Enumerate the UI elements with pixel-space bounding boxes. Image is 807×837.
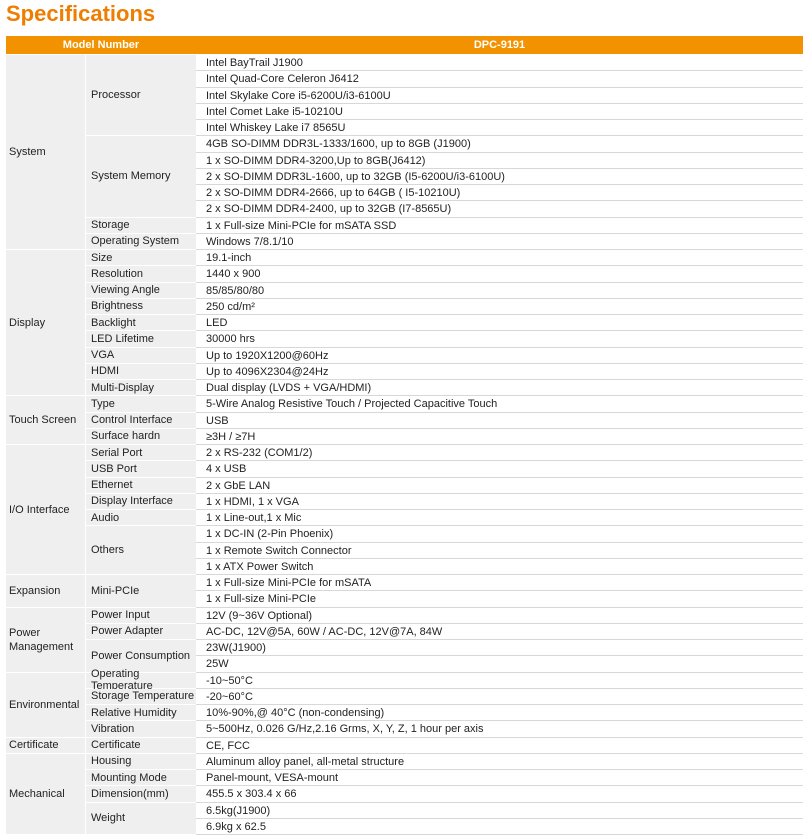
title: Specifications (6, 1, 156, 26)
value: CE, FCC (196, 738, 803, 754)
value: 1 x Line-out,1 x Mic (196, 510, 803, 527)
value: Intel Quad-Core Celeron J6412 (196, 71, 803, 88)
label: Surface hardn (86, 428, 196, 445)
value: ≥3H / ≥7H (196, 429, 803, 445)
value: 23W(J1900) (196, 640, 803, 657)
label: Housing (86, 753, 196, 770)
value: 1 x HDMI, 1 x VGA (196, 494, 803, 510)
category: Certificate (6, 737, 86, 754)
table-header: Model Number DPC-9191 (6, 36, 803, 54)
label: Certificate (86, 737, 196, 754)
value: 19.1-inch (196, 250, 803, 267)
value: AC-DC, 12V@5A, 60W / AC-DC, 12V@7A, 84W (196, 624, 803, 640)
value: USB (196, 413, 803, 429)
label: Weight (86, 802, 196, 835)
value: 5-Wire Analog Resistive Touch / Projecte… (196, 396, 803, 413)
label: Audio (86, 510, 196, 527)
value: LED (196, 315, 803, 332)
value: 1 x Remote Switch Connector (196, 543, 803, 559)
label: LED Lifetime (86, 331, 196, 348)
value: Aluminum alloy panel, all-metal structur… (196, 754, 803, 770)
value: Up to 4096X2304@24Hz (196, 364, 803, 380)
category: System (6, 55, 86, 250)
label: Storage Temperature (86, 688, 196, 705)
label: HDMI (86, 363, 196, 380)
category: Expansion (6, 575, 86, 608)
value: 5~500Hz, 0.026 G/Hz,2.16 Grms, X, Y, Z, … (196, 721, 803, 738)
value: Intel Comet Lake i5-10210U (196, 104, 803, 120)
value: Windows 7/8.1/10 (196, 234, 803, 250)
label: Brightness (86, 298, 196, 315)
label: Serial Port (86, 445, 196, 462)
label: Display Interface (86, 493, 196, 510)
label: Power Adapter (86, 623, 196, 640)
label: Viewing Angle (86, 282, 196, 299)
label: Others (86, 526, 196, 575)
label: Operating Temperature (86, 668, 196, 692)
label: Power Input (86, 607, 196, 624)
value: Panel-mount, VESA-mount (196, 770, 803, 787)
label: Resolution (86, 266, 196, 283)
value: 4 x USB (196, 461, 803, 478)
value: 4GB SO-DIMM DDR3L-1333/1600, up to 8GB (… (196, 136, 803, 153)
value: 30000 hrs (196, 331, 803, 348)
label: Operating System (86, 233, 196, 250)
value: Intel BayTrail J1900 (196, 55, 803, 72)
category: Power Management (6, 607, 86, 673)
label: Size (86, 250, 196, 267)
category: Environmental (6, 672, 86, 738)
category: Touch Screen (6, 396, 86, 445)
value: Intel Skylake Core i5-6200U/i3-6100U (196, 88, 803, 104)
value: 85/85/80/80 (196, 283, 803, 299)
value: Up to 1920X1200@60Hz (196, 348, 803, 364)
label: Type (86, 396, 196, 413)
label: Relative Humidity (86, 705, 196, 722)
value: 2 x SO-DIMM DDR3L-1600, up to 32GB (I5-6… (196, 169, 803, 185)
label: VGA (86, 347, 196, 364)
value: 1 x Full-size Mini-PCIe (196, 591, 803, 608)
value: 6.5kg(J1900) (196, 803, 803, 819)
label: Mini-PCIe (86, 575, 196, 608)
model-label: Model Number (62, 39, 140, 51)
value: 455.5 x 303.4 x 66 (196, 786, 803, 803)
value: 25W (196, 656, 803, 673)
value: 10%-90%,@ 40°C (non-condensing) (196, 705, 803, 722)
value: 250 cd/m² (196, 299, 803, 315)
value: 1 x Full-size Mini-PCIe for mSATA (196, 575, 803, 592)
label: Vibration (86, 721, 196, 738)
value: 2 x GbE LAN (196, 478, 803, 494)
value: Intel Whiskey Lake i7 8565U (196, 120, 803, 137)
label: System Memory (86, 136, 196, 218)
category: Display (6, 250, 86, 397)
value: 1 x DC-IN (2-Pin Phoenix) (196, 526, 803, 543)
value: 1440 x 900 (196, 266, 803, 283)
label: Ethernet (86, 477, 196, 494)
value: -20~60°C (196, 689, 803, 705)
label: Storage (86, 217, 196, 234)
value: 12V (9~36V Optional) (196, 608, 803, 624)
label: Processor (86, 55, 196, 137)
model: DPC-9191 (473, 39, 526, 51)
value: 2 x RS-232 (COM1/2) (196, 445, 803, 462)
value: 6.9kg x 62.5 (196, 819, 803, 835)
value: 2 x SO-DIMM DDR4-2400, up to 32GB (I7-85… (196, 201, 803, 218)
value: 1 x SO-DIMM DDR4-3200,Up to 8GB(J6412) (196, 153, 803, 169)
category: Mechanical (6, 753, 86, 835)
value: 2 x SO-DIMM DDR4-2666, up to 64GB ( I5-1… (196, 185, 803, 202)
value: Dual display (LVDS + VGA/HDMI) (196, 380, 803, 397)
label: USB Port (86, 461, 196, 478)
category: I/O Interface (6, 445, 86, 575)
label: Control Interface (86, 412, 196, 429)
label: Mounting Mode (86, 770, 196, 787)
label: Power Consumption (86, 640, 196, 673)
value: -10~50°C (196, 673, 803, 689)
label: Backlight (86, 315, 196, 332)
label: Multi-Display (86, 380, 196, 397)
value: 1 x ATX Power Switch (196, 559, 803, 575)
value: 1 x Full-size Mini-PCIe for mSATA SSD (196, 218, 803, 234)
label: Dimension(mm) (86, 786, 196, 803)
